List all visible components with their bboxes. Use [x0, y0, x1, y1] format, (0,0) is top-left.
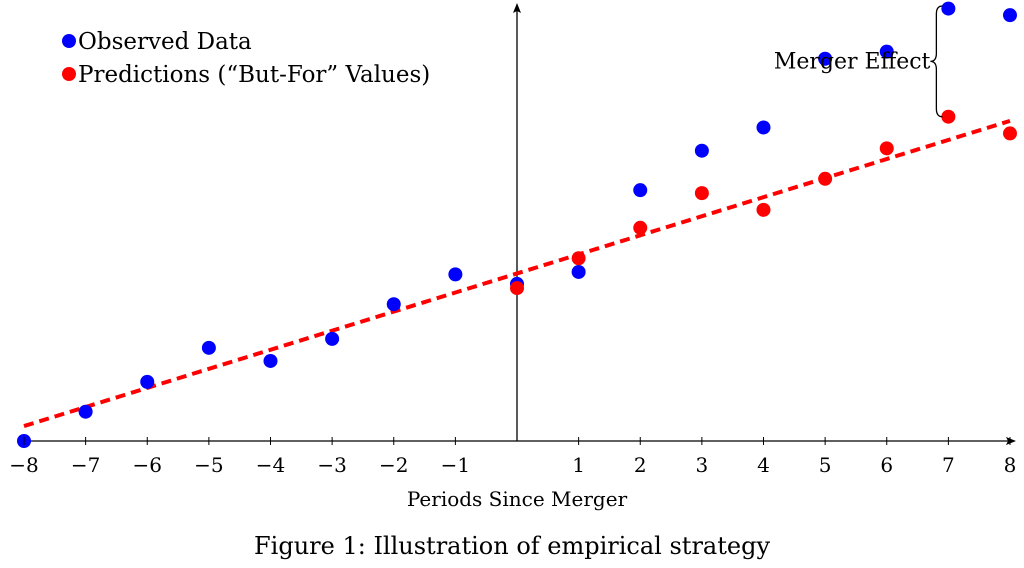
observed-point: [879, 44, 894, 59]
x-tick-label: 6: [880, 453, 893, 477]
legend: Observed Data Predictions (“But-For” Valu…: [62, 29, 430, 88]
trend-layer: [23, 118, 1011, 428]
observed-point: [386, 297, 401, 312]
legend-label: Predictions (“But-For” Values): [78, 62, 430, 88]
observed-point: [78, 404, 93, 419]
x-axis-label: Periods Since Merger: [406, 487, 628, 511]
x-tick-label: 1: [572, 453, 585, 477]
x-tick-label: −3: [317, 453, 346, 477]
x-axis-arrow: [1006, 437, 1016, 445]
x-tick-label: 4: [757, 453, 770, 477]
observed-point: [1003, 8, 1017, 23]
observed-point: [325, 331, 340, 346]
x-tick-label: 7: [942, 453, 955, 477]
observed-point: [448, 267, 463, 282]
observed-point: [571, 264, 586, 279]
annotation-layer: Merger Effect: [774, 5, 943, 118]
prediction-point: [879, 141, 894, 156]
prediction-point: [510, 281, 524, 296]
legend-marker: [62, 34, 76, 48]
observed-point: [694, 143, 709, 158]
observed-point: [140, 374, 155, 389]
prediction-point: [756, 202, 771, 217]
axes: [20, 3, 1016, 445]
prediction-point: [941, 109, 956, 124]
x-tick-label: −1: [441, 453, 470, 477]
observed-point: [633, 183, 648, 198]
scatter-chart: −8 −7 −6 −5 −4 −3 −2 −1 1 2 3 4 5 6 7 8 Observed Data Pr…: [9, 1, 1017, 477]
legend-marker: [62, 67, 76, 81]
figure-caption: Figure 1: Illustration of empirical stra…: [254, 532, 770, 560]
merger-effect-label: Merger Effect: [774, 49, 931, 74]
x-tick-label: 8: [1004, 453, 1017, 477]
observed-point: [263, 353, 278, 368]
x-tick-label: −5: [194, 453, 223, 477]
observed-point: [941, 1, 956, 16]
x-tick-label: 2: [634, 453, 647, 477]
x-tick-label: −8: [9, 453, 38, 477]
observed-point: [201, 340, 216, 355]
prediction-point: [1003, 126, 1017, 141]
observed-point: [818, 51, 833, 66]
points-layer: [17, 1, 1017, 448]
prediction-point: [571, 251, 586, 266]
prediction-point: [818, 171, 833, 186]
x-tick-label: −4: [256, 453, 285, 477]
observed-point: [756, 120, 771, 135]
x-tick-label: 5: [819, 453, 832, 477]
y-axis-arrow: [513, 3, 521, 13]
trend-line: [23, 118, 1011, 428]
x-tick-label: −2: [379, 453, 408, 477]
x-ticks: −8 −7 −6 −5 −4 −3 −2 −1 1 2 3 4 5 6 7 8: [9, 437, 1016, 477]
prediction-point: [633, 220, 648, 235]
x-tick-label: −7: [71, 453, 100, 477]
merger-effect-brace: [930, 5, 943, 118]
x-tick-label: −6: [133, 453, 162, 477]
legend-label: Observed Data: [78, 29, 252, 55]
prediction-point: [694, 186, 709, 201]
x-tick-label: 3: [696, 453, 709, 477]
